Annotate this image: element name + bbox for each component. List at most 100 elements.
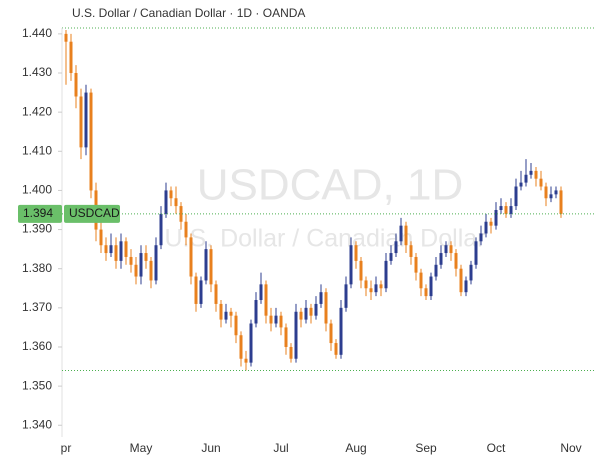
candle-body: [84, 92, 88, 148]
y-tick-label: 1.360: [22, 339, 52, 353]
candle-body: [359, 260, 363, 281]
candle-body: [184, 221, 188, 238]
candle-body: [269, 315, 273, 324]
candle-body: [334, 343, 338, 355]
candle-body: [449, 245, 453, 254]
candle-body: [494, 209, 498, 226]
candle-body: [444, 245, 448, 254]
candle-body: [204, 249, 208, 281]
candle-body: [339, 307, 343, 355]
candle-body: [149, 260, 153, 281]
x-tick-label: Sep: [415, 441, 437, 455]
candle-body: [424, 288, 428, 297]
y-tick-label: 1.380: [22, 261, 52, 275]
candle-body: [544, 186, 548, 199]
x-tick-label: Jul: [273, 441, 288, 455]
x-tick-label: Oct: [487, 441, 506, 455]
candle-body: [64, 33, 68, 42]
candle-body: [434, 264, 438, 277]
candle-body: [119, 241, 123, 261]
candle-body: [459, 268, 463, 293]
y-tick-label: 1.340: [22, 417, 52, 431]
candle-body: [174, 198, 178, 207]
x-tick-label: May: [130, 441, 153, 455]
candle-body: [219, 303, 223, 320]
candle-body: [524, 174, 528, 183]
candle-body: [399, 225, 403, 242]
candle-body: [179, 206, 183, 222]
candle-body: [504, 206, 508, 214]
candle-body: [264, 284, 268, 316]
candle-body: [69, 41, 73, 74]
candle-body: [414, 256, 418, 273]
candle-body: [499, 206, 503, 210]
symbol-label: USDCAD: [69, 206, 120, 220]
candle-body: [104, 245, 108, 254]
candle-body: [354, 245, 358, 261]
candle-body: [469, 264, 473, 281]
candle-body: [479, 233, 483, 242]
candle-body: [464, 280, 468, 293]
candle-body: [484, 221, 488, 234]
candle-body: [239, 335, 243, 359]
y-tick-label: 1.420: [22, 104, 52, 118]
candle-body: [329, 323, 333, 344]
candle-body: [259, 284, 263, 301]
x-tick-label: Aug: [345, 441, 366, 455]
y-tick-label: 1.410: [22, 143, 52, 157]
candle-body: [429, 276, 433, 297]
x-tick-label: Jun: [201, 441, 220, 455]
x-tick-label: pr: [61, 441, 72, 455]
candle-body: [364, 280, 368, 289]
candle-body: [454, 253, 458, 269]
candle-body: [514, 186, 518, 207]
y-tick-label: 1.430: [22, 65, 52, 79]
candle-body: [539, 178, 543, 187]
symbol-box: [64, 204, 120, 223]
candle-body: [74, 73, 78, 97]
last-price-label: 1.394: [23, 206, 53, 220]
candle-body: [344, 284, 348, 308]
candle-body: [134, 264, 138, 277]
candle-body: [224, 311, 228, 320]
candle-body: [139, 253, 143, 277]
candle-body: [189, 237, 193, 277]
candle-body: [199, 280, 203, 304]
candle-body: [249, 323, 253, 363]
candle-body: [319, 292, 323, 304]
candle-body: [299, 311, 303, 320]
y-tick-label: 1.440: [22, 26, 52, 40]
candle-body: [89, 92, 93, 191]
candle-body: [404, 225, 408, 246]
watermark-name: U.S. Dollar / Canadian Dollar: [165, 225, 486, 253]
candle-body: [279, 315, 283, 328]
candle-body: [254, 300, 258, 324]
candle-body: [314, 303, 318, 316]
candle-body: [534, 170, 538, 179]
candle-body: [109, 245, 113, 254]
y-tick-label: 1.370: [22, 300, 52, 314]
candle-body: [439, 253, 443, 265]
candle-body: [419, 272, 423, 289]
candle-body: [129, 256, 133, 265]
candle-body: [389, 253, 393, 261]
candle-body: [214, 284, 218, 304]
candle-body: [489, 221, 493, 226]
candle-body: [409, 245, 413, 257]
watermark-symbol: USDCAD, 1D: [197, 161, 464, 210]
candle-body: [509, 206, 513, 214]
y-tick-label: 1.350: [22, 378, 52, 392]
candle-body: [169, 190, 173, 199]
candle-body: [474, 241, 478, 265]
candle-body: [79, 96, 83, 148]
candle-body: [369, 288, 373, 293]
candle-body: [159, 213, 163, 246]
candle-body: [234, 315, 238, 336]
candle-body: [379, 284, 383, 289]
candle-body: [244, 358, 248, 363]
chart-title: U.S. Dollar / Canadian Dollar · 1D · OAN…: [72, 6, 305, 20]
candle-body: [294, 311, 298, 359]
